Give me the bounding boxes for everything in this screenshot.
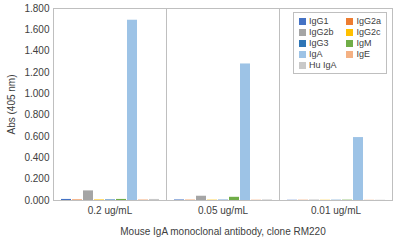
html-text:IgM: IgM xyxy=(356,38,372,48)
html-text:IgA: IgA xyxy=(309,49,323,59)
svg-text:1.800: 1.800 xyxy=(24,3,49,14)
html-text:IgG2a: IgG2a xyxy=(356,16,381,26)
svg-text:0.01 ug/mL: 0.01 ug/mL xyxy=(311,205,361,216)
html-text:IgG2c: IgG2c xyxy=(356,27,381,37)
svg-text:0.200: 0.200 xyxy=(24,173,49,184)
html-text:IgG3: IgG3 xyxy=(309,38,329,48)
svg-text:1.600: 1.600 xyxy=(24,24,49,35)
svg-text:1.200: 1.200 xyxy=(24,67,49,78)
svg-text:1.400: 1.400 xyxy=(24,45,49,56)
svg-text:0.600: 0.600 xyxy=(24,131,49,142)
svg-text:0.05 ug/mL: 0.05 ug/mL xyxy=(198,205,248,216)
svg-text:Abs (405 nm): Abs (405 nm) xyxy=(6,74,17,134)
html-text:IgG2b: IgG2b xyxy=(309,27,334,37)
svg-text:0.000: 0.000 xyxy=(24,195,49,206)
svg-text:Mouse IgA monoclonal antibody,: Mouse IgA monoclonal antibody, clone RM2… xyxy=(120,226,326,237)
html-text:IgE: IgE xyxy=(356,49,370,59)
svg-text:0.400: 0.400 xyxy=(24,152,49,163)
svg-text:0.800: 0.800 xyxy=(24,109,49,120)
svg-text:1.000: 1.000 xyxy=(24,88,49,99)
html-text:Hu IgA: Hu IgA xyxy=(309,60,337,70)
html-text:IgG1: IgG1 xyxy=(309,16,329,26)
svg-text:0.2 ug/mL: 0.2 ug/mL xyxy=(88,205,133,216)
